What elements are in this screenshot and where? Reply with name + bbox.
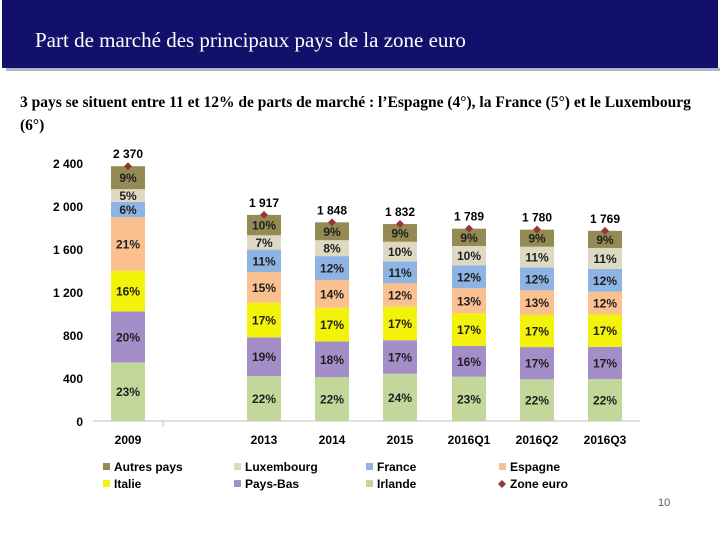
legend-label: France xyxy=(377,460,417,474)
data-label: 11% xyxy=(388,266,412,280)
y-tick-label: 0 xyxy=(76,415,83,429)
stacked-bar-chart: 0 400 800 1 200 1 600 2 000 2 400 23% 20% 16% 21% 6… xyxy=(0,0,720,540)
data-label: 9% xyxy=(323,225,341,239)
data-label: 13% xyxy=(457,294,481,308)
data-label: 17% xyxy=(388,350,412,364)
legend-label: Irlande xyxy=(377,477,417,491)
total-label: 1 769 xyxy=(590,212,620,226)
legend-label: Espagne xyxy=(510,460,560,474)
data-label: 24% xyxy=(388,391,412,405)
data-label: 9% xyxy=(596,233,614,247)
data-label: 6% xyxy=(119,203,137,217)
data-label: 9% xyxy=(119,171,137,185)
total-label: 1 789 xyxy=(454,210,484,224)
y-tick-label: 400 xyxy=(63,372,83,386)
data-label: 18% xyxy=(320,353,344,367)
total-label: 1 848 xyxy=(317,203,347,217)
data-label: 12% xyxy=(593,297,617,311)
data-label: 10% xyxy=(252,219,276,233)
legend-swatch xyxy=(499,463,506,470)
data-label: 17% xyxy=(320,318,344,332)
y-tick-label: 800 xyxy=(63,329,83,343)
data-label: 17% xyxy=(457,323,481,337)
legend-swatch xyxy=(366,463,373,470)
data-label: 23% xyxy=(457,392,481,406)
legend-label: Zone euro xyxy=(510,477,568,491)
x-tick-label: 2013 xyxy=(251,433,278,447)
y-tick-label: 1 600 xyxy=(53,243,83,257)
x-tick-label: 2015 xyxy=(387,433,414,447)
legend-label: Italie xyxy=(114,477,142,491)
data-label: 17% xyxy=(525,325,549,339)
page-number: 10 xyxy=(658,497,670,509)
data-label: 15% xyxy=(252,281,276,295)
data-label: 9% xyxy=(528,232,546,246)
data-label: 11% xyxy=(525,251,549,265)
y-tick-label: 2 000 xyxy=(53,200,83,214)
legend-label: Autres pays xyxy=(114,460,183,474)
data-label: 12% xyxy=(457,270,481,284)
data-label: 7% xyxy=(255,236,273,250)
legend-swatch xyxy=(103,463,110,470)
data-label: 22% xyxy=(593,394,617,408)
data-label: 17% xyxy=(593,356,617,370)
data-label: 22% xyxy=(252,392,276,406)
data-label: 12% xyxy=(525,272,549,286)
data-label: 8% xyxy=(323,242,341,256)
data-label: 16% xyxy=(457,355,481,369)
data-label: 16% xyxy=(116,285,140,299)
legend-swatch xyxy=(366,480,373,487)
data-label: 10% xyxy=(457,249,481,263)
x-tick-label: 2016Q3 xyxy=(584,433,627,447)
total-label: 1 780 xyxy=(522,211,552,225)
data-label: 22% xyxy=(525,394,549,408)
data-label: 21% xyxy=(116,237,140,251)
legend-swatch xyxy=(234,463,241,470)
data-label: 12% xyxy=(320,262,344,276)
data-label: 10% xyxy=(388,245,412,259)
legend-swatch xyxy=(498,480,506,488)
data-label: 22% xyxy=(320,393,344,407)
data-label: 20% xyxy=(116,330,140,344)
legend-swatch xyxy=(103,480,110,487)
data-label: 14% xyxy=(320,287,344,301)
total-label: 1 832 xyxy=(385,205,415,219)
data-label: 23% xyxy=(116,385,140,399)
y-tick-label: 2 400 xyxy=(53,157,83,171)
total-label: 2 370 xyxy=(113,147,143,161)
data-label: 17% xyxy=(525,357,549,371)
data-label: 9% xyxy=(460,231,478,245)
data-label: 5% xyxy=(119,189,137,203)
y-tick-label: 1 200 xyxy=(53,286,83,300)
data-label: 19% xyxy=(252,350,276,364)
x-tick-label: 2016Q1 xyxy=(448,433,491,447)
legend-swatch xyxy=(234,480,241,487)
data-label: 17% xyxy=(252,314,276,328)
data-label: 11% xyxy=(252,254,276,268)
legend-label: Pays-Bas xyxy=(245,477,299,491)
data-label: 11% xyxy=(593,252,617,266)
data-label: 12% xyxy=(593,274,617,288)
data-label: 17% xyxy=(388,317,412,331)
data-label: 17% xyxy=(593,324,617,338)
x-tick-label: 2016Q2 xyxy=(516,433,559,447)
x-tick-label: 2014 xyxy=(319,433,346,447)
legend-label: Luxembourg xyxy=(245,460,318,474)
data-label: 13% xyxy=(525,296,549,310)
data-label: 9% xyxy=(391,226,409,240)
data-label: 12% xyxy=(388,288,412,302)
x-tick-label: 2009 xyxy=(115,433,142,447)
total-label: 1 917 xyxy=(249,196,279,210)
